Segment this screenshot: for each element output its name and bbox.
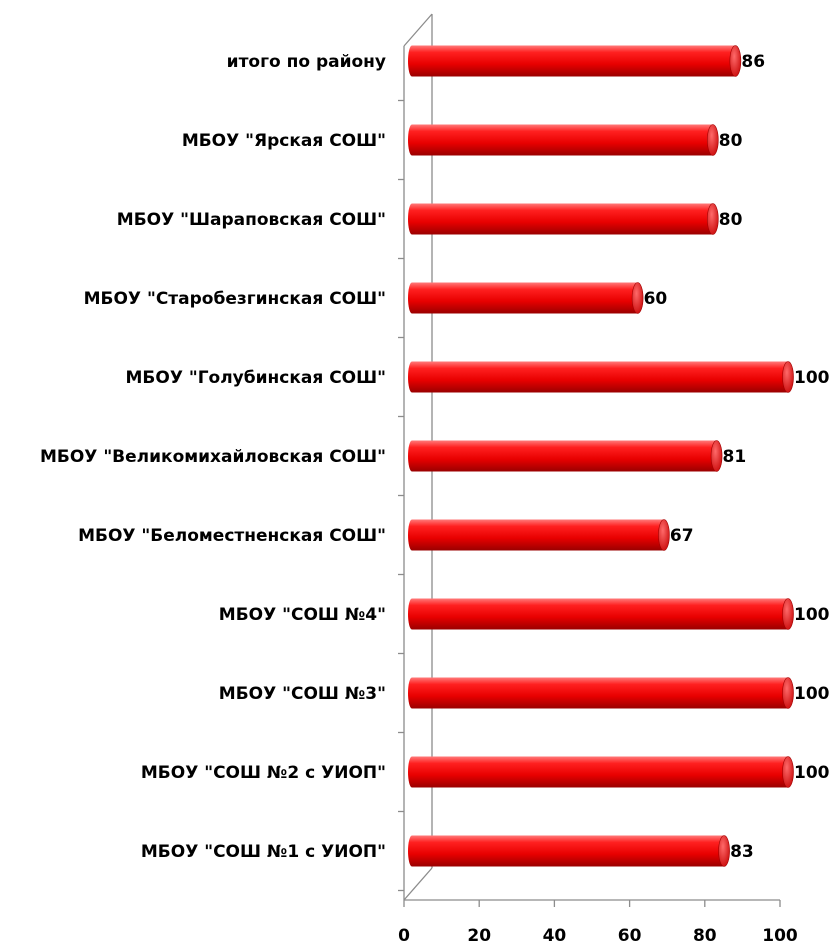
category-label: итого по району — [227, 52, 386, 72]
data-label: 100 — [794, 368, 830, 388]
bar-base-cap — [408, 440, 416, 472]
bar — [408, 45, 742, 77]
bar — [408, 598, 794, 630]
bar-body — [412, 519, 664, 551]
bar — [408, 124, 719, 156]
data-label: 100 — [794, 763, 830, 783]
bar — [408, 361, 794, 393]
category-label: МБОУ "Беломестненская СОШ" — [78, 526, 386, 546]
category-label: МБОУ "Старобезгинская СОШ" — [84, 289, 386, 309]
bar-end-cap — [782, 677, 794, 709]
bar-base-cap — [408, 203, 416, 235]
data-label: 80 — [719, 131, 743, 151]
category-label: МБОУ "СОШ №3" — [219, 684, 386, 704]
category-label: МБОУ "Голубинская СОШ" — [126, 368, 387, 388]
x-tick-label: 80 — [693, 926, 717, 946]
category-label: МБОУ "СОШ №4" — [219, 605, 386, 625]
bar-body — [412, 45, 736, 77]
bar — [408, 835, 730, 867]
category-labels: итого по району МБОУ "Ярская СОШ" МБОУ "Ша… — [40, 52, 386, 862]
bar-body — [412, 835, 725, 867]
bar-base-cap — [408, 598, 416, 630]
bar-body — [412, 203, 713, 235]
x-tick-label: 60 — [618, 926, 642, 946]
bar-end-cap — [782, 598, 794, 630]
y-axis-depth-top — [403, 13, 433, 47]
data-label: 80 — [719, 210, 743, 230]
data-label: 100 — [794, 684, 830, 704]
bar-end-cap — [782, 361, 794, 393]
bar-body — [412, 440, 717, 472]
bar-base-cap — [408, 677, 416, 709]
bar-end-cap — [706, 203, 719, 235]
bar — [408, 677, 794, 709]
bar-end-cap — [658, 519, 670, 551]
bar-end-cap — [631, 282, 644, 314]
data-label: 67 — [670, 526, 694, 546]
x-tick-label: 20 — [467, 926, 491, 946]
data-label: 83 — [730, 842, 754, 862]
bar — [408, 440, 723, 472]
category-label: МБОУ "Ярская СОШ" — [182, 131, 386, 151]
category-label: МБОУ "СОШ №2 с УИОП" — [141, 763, 386, 783]
data-label: 60 — [644, 289, 668, 309]
data-label: 86 — [741, 52, 765, 72]
bars — [408, 45, 794, 867]
bar-body — [412, 361, 788, 393]
bar-end-cap — [718, 835, 730, 867]
bar-end-cap — [782, 756, 794, 788]
value-labels: 86 80 80 60 100 81 67 100 100 100 83 — [644, 52, 830, 862]
bar-end-cap — [710, 440, 723, 472]
category-label: МБОУ "СОШ №1 с УИОП" — [141, 842, 386, 862]
x-tick-label: 40 — [543, 926, 567, 946]
bar — [408, 519, 670, 551]
x-tick-label: 100 — [762, 926, 798, 946]
bar-base-cap — [408, 835, 416, 867]
bar-body — [412, 124, 713, 156]
bar-base-cap — [408, 519, 416, 551]
bar-body — [412, 598, 788, 630]
bar — [408, 756, 794, 788]
x-axis-ticks: 0 20 40 60 80 100 — [398, 900, 798, 946]
bar-base-cap — [408, 124, 416, 156]
bar-body — [412, 756, 788, 788]
data-label: 81 — [723, 447, 747, 467]
bar — [408, 282, 644, 314]
bar-base-cap — [408, 361, 416, 393]
bar-base-cap — [408, 45, 416, 77]
bar-body — [412, 677, 788, 709]
bar-end-cap — [706, 124, 719, 156]
data-label: 100 — [794, 605, 830, 625]
category-label: МБОУ "Великомихайловская СОШ" — [40, 447, 386, 467]
bar-base-cap — [408, 282, 416, 314]
bar — [408, 203, 719, 235]
bar-base-cap — [408, 756, 416, 788]
bar-end-cap — [729, 45, 742, 77]
x-tick-label: 0 — [398, 926, 410, 946]
floor-depth-line — [403, 867, 433, 901]
bar-body — [412, 282, 638, 314]
category-label: МБОУ "Шараповская СОШ" — [117, 210, 386, 230]
